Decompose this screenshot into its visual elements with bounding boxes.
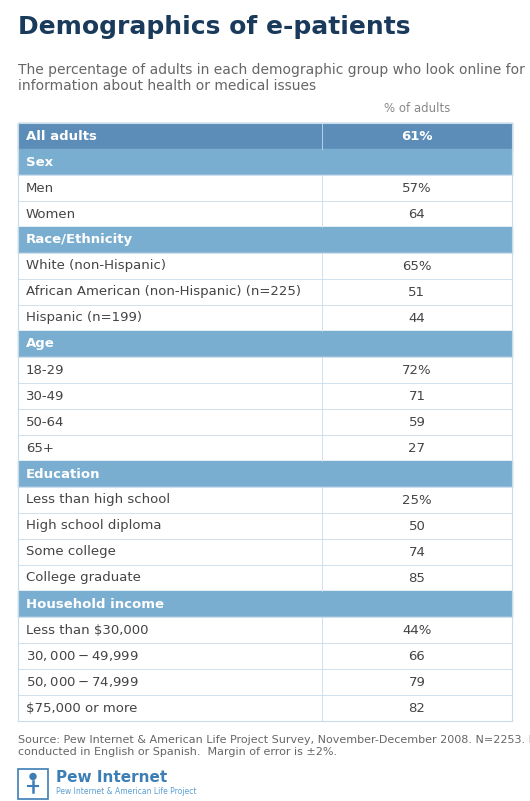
Bar: [18, 669, 512, 695]
Text: The percentage of adults in each demographic group who look online for
informati: The percentage of adults in each demogra…: [18, 63, 525, 93]
Bar: [18, 201, 512, 227]
Text: Source: Pew Internet & American Life Project Survey, November-December 2008. N=2: Source: Pew Internet & American Life Pro…: [18, 735, 530, 757]
Text: Pew Internet & American Life Project: Pew Internet & American Life Project: [56, 787, 197, 796]
Bar: [18, 769, 48, 799]
Text: Pew Internet: Pew Internet: [56, 771, 167, 786]
Bar: [18, 591, 512, 617]
Text: Education: Education: [26, 468, 101, 481]
Text: 61%: 61%: [401, 130, 432, 143]
Bar: [18, 123, 512, 149]
Text: 74: 74: [409, 545, 426, 558]
Text: Sex: Sex: [26, 155, 53, 168]
Bar: [18, 357, 512, 383]
Text: 27: 27: [409, 441, 426, 454]
Text: 57%: 57%: [402, 182, 432, 195]
Text: 65+: 65+: [26, 441, 54, 454]
Bar: [18, 279, 512, 305]
Text: 85: 85: [409, 571, 426, 585]
Bar: [18, 305, 512, 331]
Text: African American (non-Hispanic) (n=225): African American (non-Hispanic) (n=225): [26, 285, 301, 299]
Text: 82: 82: [409, 702, 426, 714]
Text: Less than $30,000: Less than $30,000: [26, 623, 148, 637]
Text: $50,000-$74,999: $50,000-$74,999: [26, 675, 139, 689]
Text: Some college: Some college: [26, 545, 116, 558]
Text: $30,000-$49,999: $30,000-$49,999: [26, 649, 139, 663]
Circle shape: [30, 774, 36, 779]
Text: % of adults: % of adults: [384, 102, 450, 115]
Text: 64: 64: [409, 207, 425, 220]
Text: High school diploma: High school diploma: [26, 520, 162, 533]
Bar: [18, 435, 512, 461]
Bar: [18, 409, 512, 435]
Text: 66: 66: [409, 650, 425, 662]
Bar: [18, 383, 512, 409]
Text: White (non-Hispanic): White (non-Hispanic): [26, 260, 166, 272]
Bar: [18, 617, 512, 643]
Text: 25%: 25%: [402, 493, 432, 506]
Text: 79: 79: [409, 675, 426, 689]
Bar: [18, 175, 512, 201]
Text: Age: Age: [26, 337, 55, 351]
Text: 30-49: 30-49: [26, 389, 64, 402]
Bar: [18, 643, 512, 669]
Text: Men: Men: [26, 182, 54, 195]
Text: Less than high school: Less than high school: [26, 493, 170, 506]
Bar: [18, 331, 512, 357]
Bar: [18, 487, 512, 513]
Text: College graduate: College graduate: [26, 571, 141, 585]
Text: Women: Women: [26, 207, 76, 220]
Text: $75,000 or more: $75,000 or more: [26, 702, 137, 714]
Bar: [18, 539, 512, 565]
Bar: [18, 461, 512, 487]
Text: 59: 59: [409, 416, 426, 429]
Bar: [18, 513, 512, 539]
Bar: [18, 695, 512, 721]
Text: 44: 44: [409, 312, 425, 324]
Text: 50-64: 50-64: [26, 416, 64, 429]
Bar: [18, 565, 512, 591]
Text: Race/Ethnicity: Race/Ethnicity: [26, 234, 133, 247]
Bar: [18, 149, 512, 175]
Text: Household income: Household income: [26, 598, 164, 610]
Text: Demographics of e-patients: Demographics of e-patients: [18, 15, 411, 39]
Text: 65%: 65%: [402, 260, 431, 272]
Bar: [18, 253, 512, 279]
Text: 50: 50: [409, 520, 426, 533]
Bar: [18, 227, 512, 253]
Text: 51: 51: [409, 285, 426, 299]
Text: All adults: All adults: [26, 130, 97, 143]
Text: 44%: 44%: [402, 623, 431, 637]
Text: 72%: 72%: [402, 364, 432, 376]
Text: 18-29: 18-29: [26, 364, 65, 376]
Text: 71: 71: [409, 389, 426, 402]
Text: Hispanic (n=199): Hispanic (n=199): [26, 312, 142, 324]
